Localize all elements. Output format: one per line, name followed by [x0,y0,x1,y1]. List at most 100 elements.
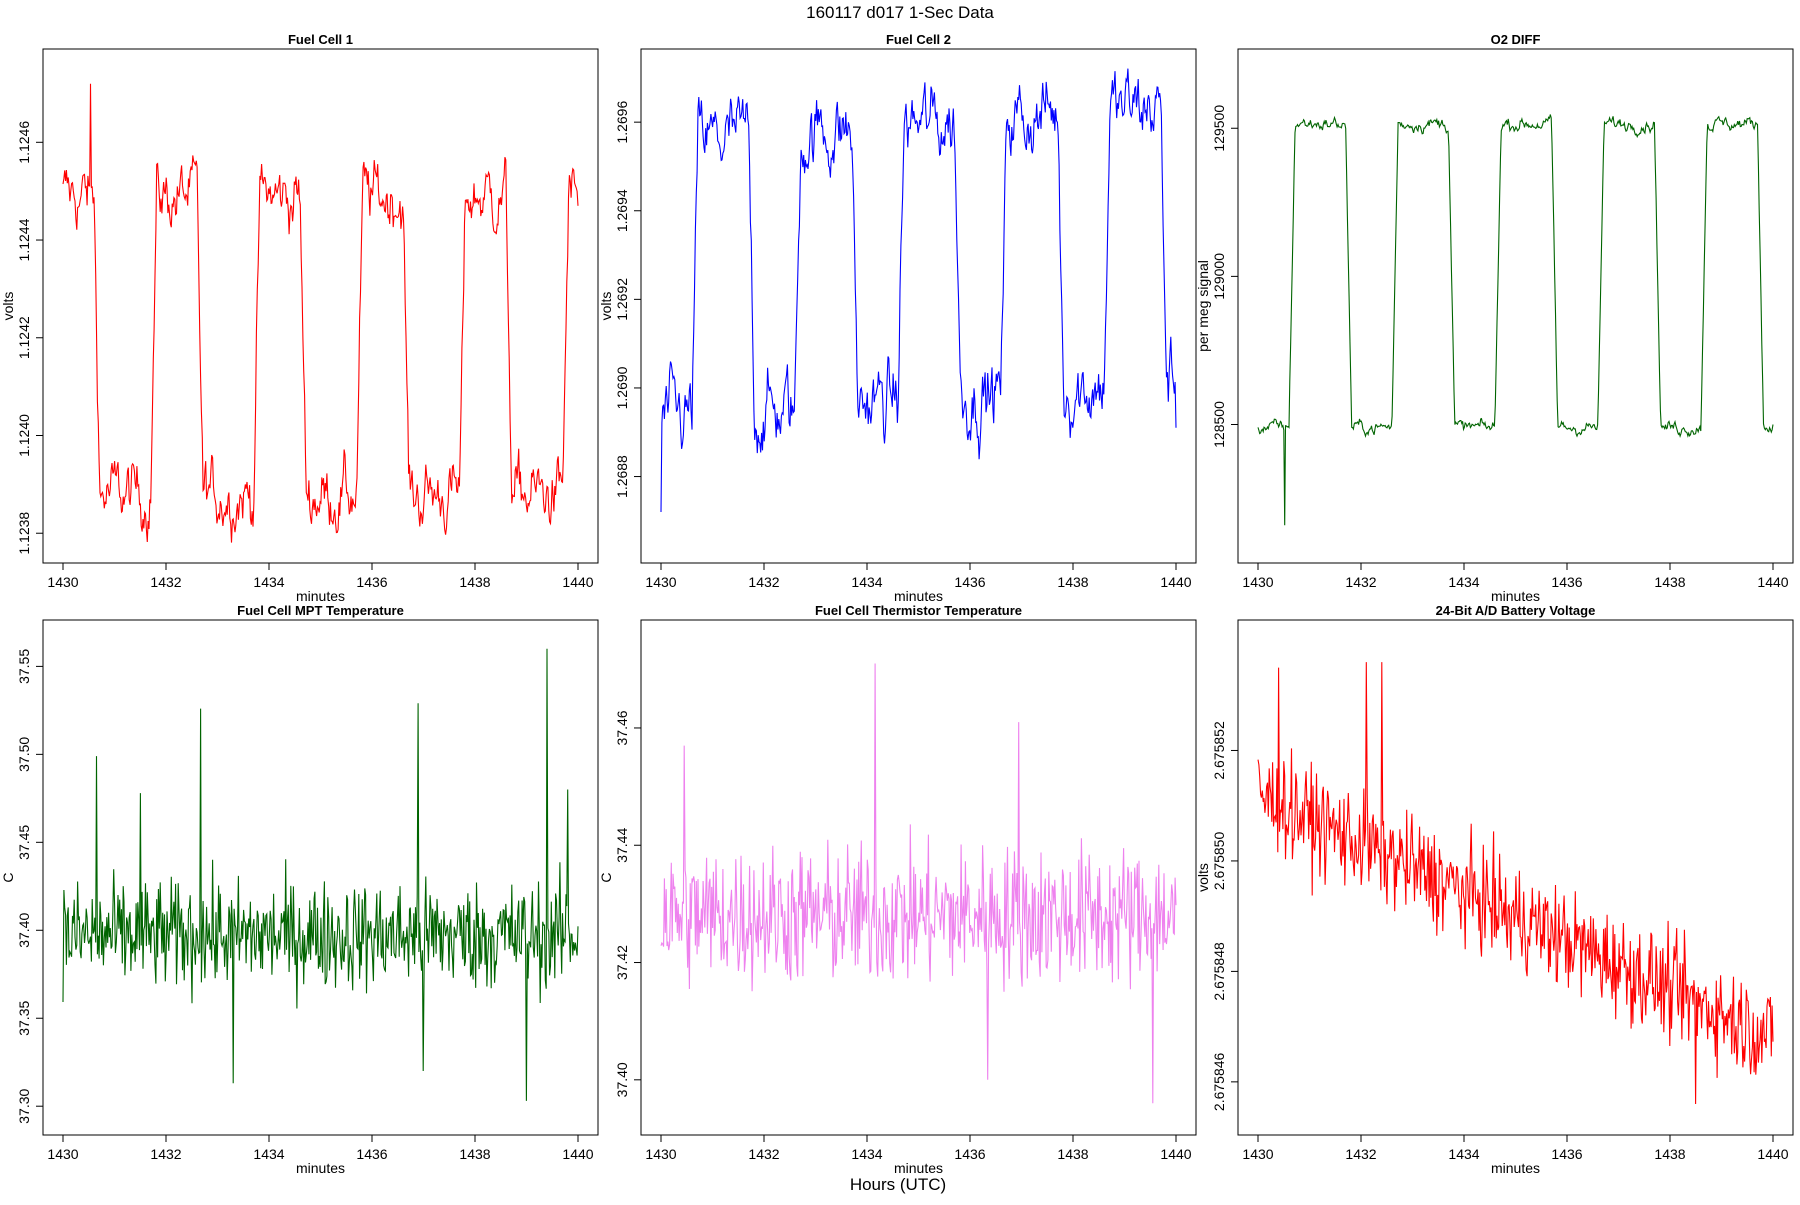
x-tick-label: 1430 [1242,1146,1273,1162]
y-tick-label: 37.42 [614,945,630,980]
panels-group: Fuel Cell 1 1430 1432 1434 1436 1438 1440 minut… [0,32,1794,1176]
panel-title: Fuel Cell 1 [288,32,353,47]
x-axis-label: minutes [1491,588,1540,604]
y-tick-label: 129500 [1211,105,1227,152]
panel-title: 24-Bit A/D Battery Voltage [1436,603,1596,618]
x-tick-label: 1438 [1057,574,1088,590]
y-tick-label: 2.675848 [1211,942,1227,1001]
x-tick-label: 1430 [47,1146,78,1162]
plot-frame [42,619,599,1136]
x-tick-label: 1430 [645,574,676,590]
y-tick-label: 37.55 [16,649,32,684]
plot-frame [640,48,1197,564]
plot-frame [640,619,1197,1136]
x-tick-label: 1438 [459,1146,490,1162]
series-line [62,83,579,543]
y-tick-label: 37.50 [16,737,32,772]
y-axis-label: C [598,872,614,882]
x-tick-label: 1440 [1160,574,1191,590]
y-tick-label: 37.46 [614,710,630,745]
y-tick-label: 1.1242 [16,316,32,359]
x-tick-label: 1430 [47,574,78,590]
footer-label: Hours (UTC) [850,1175,946,1194]
y-axis-label: volts [598,292,614,321]
x-tick-label: 1436 [954,1146,985,1162]
chart-panel-2: Fuel Cell 2 1430 1432 1434 1436 1438 1440 minut… [598,32,1197,604]
x-axis-label: minutes [1491,1160,1540,1176]
chart-panel-4: Fuel Cell MPT Temperature 1430 1432 1434 143… [0,603,599,1176]
y-axis-label: volts [1195,863,1211,892]
y-tick-label: 1.2688 [614,455,630,498]
x-tick-label: 1434 [851,574,882,590]
x-tick-label: 1432 [150,574,181,590]
x-tick-label: 1434 [1448,1146,1479,1162]
x-tick-label: 1436 [356,574,387,590]
x-tick-label: 1440 [1160,1146,1191,1162]
y-tick-label: 2.675846 [1211,1052,1227,1111]
y-tick-label: 37.40 [16,913,32,948]
x-tick-label: 1436 [1551,574,1582,590]
x-tick-label: 1436 [356,1146,387,1162]
series-line [660,663,1177,1104]
x-tick-label: 1438 [1654,574,1685,590]
x-tick-label: 1440 [562,1146,593,1162]
chart-panel-1: Fuel Cell 1 1430 1432 1434 1436 1438 1440 minut… [0,32,599,604]
x-tick-label: 1432 [748,574,779,590]
y-tick-label: 128500 [1211,401,1227,448]
x-tick-label: 1434 [851,1146,882,1162]
x-axis-label: minutes [296,1160,345,1176]
y-tick-label: 2.675852 [1211,721,1227,780]
plot-frame [1237,619,1794,1136]
series-line [1257,114,1774,526]
figure-title: 160117 d017 1-Sec Data [806,3,994,22]
x-tick-label: 1440 [1757,574,1788,590]
x-tick-label: 1430 [645,1146,676,1162]
x-tick-label: 1432 [748,1146,779,1162]
x-tick-label: 1436 [1551,1146,1582,1162]
x-tick-label: 1440 [562,574,593,590]
panel-title: Fuel Cell 2 [886,32,951,47]
x-tick-label: 1436 [954,574,985,590]
y-tick-label: 1.2690 [614,366,630,409]
y-axis-label: C [0,872,16,882]
x-tick-label: 1438 [1057,1146,1088,1162]
x-tick-label: 1430 [1242,574,1273,590]
y-tick-label: 1.1246 [16,121,32,164]
x-axis-label: minutes [894,588,943,604]
y-tick-label: 1.1240 [16,414,32,457]
y-tick-label: 1.2694 [614,189,630,232]
series-line [62,648,579,1101]
panel-title: Fuel Cell Thermistor Temperature [815,603,1022,618]
x-tick-label: 1432 [1345,1146,1376,1162]
y-tick-label: 1.1238 [16,512,32,555]
y-tick-label: 1.2692 [614,278,630,321]
y-tick-label: 1.2696 [614,101,630,144]
x-tick-label: 1440 [1757,1146,1788,1162]
x-tick-label: 1438 [459,574,490,590]
x-tick-label: 1432 [150,1146,181,1162]
chart-panel-5: Fuel Cell Thermistor Temperature 1430 1432… [598,603,1197,1176]
series-line [660,68,1177,513]
y-axis-label: per meg signal [1195,260,1211,352]
y-tick-label: 37.45 [16,825,32,860]
y-tick-label: 1.1244 [16,218,32,261]
x-axis-label: minutes [296,588,345,604]
x-tick-label: 1432 [1345,574,1376,590]
y-tick-label: 37.44 [614,828,630,863]
y-axis-label: volts [0,292,16,321]
x-tick-label: 1434 [1448,574,1479,590]
x-tick-label: 1434 [253,1146,284,1162]
y-tick-label: 2.675850 [1211,832,1227,891]
y-tick-label: 37.35 [16,1001,32,1036]
panel-title: Fuel Cell MPT Temperature [237,603,404,618]
plot-frame [1237,48,1794,564]
series-line [1257,662,1774,1105]
y-tick-label: 129000 [1211,253,1227,300]
panel-title: O2 DIFF [1491,32,1541,47]
x-tick-label: 1434 [253,574,284,590]
x-axis-label: minutes [894,1160,943,1176]
plot-frame [42,48,599,564]
chart-panel-6: 24-Bit A/D Battery Voltage 1430 1432 1434 14… [1195,603,1794,1176]
